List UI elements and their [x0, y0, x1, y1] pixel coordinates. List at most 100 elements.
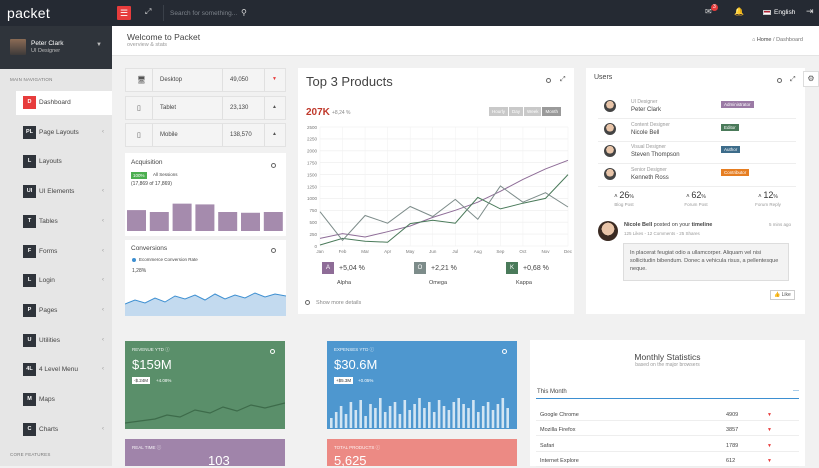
expenses-bar	[501, 398, 505, 428]
kpi-alpha: A +5,04 %	[322, 262, 365, 274]
user-role: UI Designer	[31, 48, 61, 54]
post-author[interactable]: Nicole Bell	[624, 222, 653, 228]
show-more-link[interactable]: Show more details	[316, 300, 362, 306]
panel-chip: +$5.3M	[334, 377, 354, 384]
panel-value: 5,625	[334, 453, 367, 468]
tab-week[interactable]: Week	[524, 107, 542, 116]
panel-label: EXPENSES YTD ⓘ	[334, 347, 375, 352]
mail-icon[interactable]: ✉	[705, 7, 712, 16]
nav-item-label: Charts	[39, 425, 59, 433]
divider	[264, 69, 265, 91]
post-action: posted on your	[653, 222, 691, 228]
expenses-bar	[339, 406, 343, 428]
nav-item-label: Tables	[39, 217, 58, 225]
sidebar-item-charts[interactable]: C Charts ‹	[16, 418, 112, 442]
user-row[interactable]: Senior Designer Kenneth Ross Contributor	[598, 165, 796, 187]
sidebar-item-tables[interactable]: T Tables ‹	[16, 210, 112, 234]
kpi-letter: A	[322, 262, 334, 274]
nav-item-label: Layouts	[39, 158, 62, 166]
expenses-bar	[472, 400, 475, 428]
tab-day[interactable]: Day	[509, 107, 524, 116]
expenses-bar	[423, 408, 426, 428]
collapse-icon[interactable]: —	[793, 388, 799, 394]
sidebar-item-maps[interactable]: M Maps	[16, 388, 112, 412]
bell-icon[interactable]: 🔔	[734, 7, 744, 16]
refresh-icon[interactable]	[546, 78, 551, 83]
search-icon[interactable]: ⚲	[241, 8, 247, 17]
refresh-icon[interactable]	[502, 349, 507, 354]
expand-icon[interactable]: ⤢	[560, 76, 566, 83]
refresh-icon[interactable]	[271, 248, 276, 253]
panel-value: $159M	[132, 357, 172, 372]
stat-unit: %	[701, 194, 706, 200]
conversions-card: Conversions Ecommerce Conversion Rate 1,…	[125, 240, 286, 316]
kpi-name: Alpha	[337, 280, 352, 286]
mail-count-badge: 3	[711, 4, 718, 11]
user-row[interactable]: UI Designer Peter Clark Administrator	[598, 97, 796, 119]
divider	[152, 69, 153, 91]
tab-hourly[interactable]: Hourly	[489, 107, 509, 116]
x-tick-label: Nov	[541, 249, 550, 254]
like-button[interactable]: 👍 Like	[770, 290, 795, 300]
expenses-bar	[354, 410, 358, 428]
sidebar-item-page-layouts[interactable]: PL Page Layouts ‹	[16, 121, 112, 145]
breadcrumb: ⌂ Home / Dashboard	[752, 37, 803, 43]
avatar	[604, 167, 616, 180]
post-target[interactable]: timeline	[691, 222, 713, 228]
divider	[264, 96, 265, 119]
refresh-icon[interactable]	[777, 78, 782, 83]
avatar	[10, 39, 26, 55]
sidebar-item-login[interactable]: L Login ‹	[16, 269, 112, 293]
language-selector[interactable]: English	[774, 9, 796, 16]
browser-name: Internet Explore	[540, 457, 579, 464]
search-input[interactable]	[170, 8, 238, 18]
x-tick-label: Jan	[316, 249, 324, 254]
gear-icon[interactable]: ⚙	[803, 71, 819, 87]
refresh-icon[interactable]	[270, 349, 275, 354]
mobile-icon: ▯	[137, 132, 141, 139]
kpi-name: Omega	[429, 280, 448, 286]
sidebar-item-utilities[interactable]: U Utilities ‹	[16, 329, 112, 353]
y-tick-label: 750	[309, 208, 317, 213]
user-row[interactable]: Content Designer Nicole Bell Editor	[598, 120, 796, 142]
breadcrumb-home[interactable]: Home	[756, 37, 772, 43]
tab-month[interactable]: Month	[542, 107, 561, 116]
app-logo[interactable]: packet	[7, 5, 51, 21]
user-row[interactable]: Visual Designer Steven Thompson Author	[598, 142, 796, 165]
user-name: Peter Clark	[631, 107, 662, 113]
role-badge: Contributor	[721, 168, 750, 176]
stat-label: Forum Reply	[755, 202, 781, 207]
device-row-desktop[interactable]: 🖥 Desktop 49,050 ▼	[125, 68, 286, 92]
acquisition-bar	[127, 210, 146, 231]
device-row-mobile[interactable]: ▯ Mobile 138,570 ▲	[125, 123, 286, 147]
expenses-bar	[379, 398, 382, 428]
sidebar-item-4-level-menu[interactable]: 4L 4 Level Menu ‹	[16, 358, 112, 382]
logout-icon[interactable]: ⇥	[806, 6, 814, 16]
expenses-bar	[506, 408, 509, 428]
kpi-kappa: K +0,68 %	[506, 262, 549, 274]
refresh-icon[interactable]	[271, 163, 276, 168]
fullscreen-icon[interactable]: ⤢	[145, 7, 152, 16]
expenses-bar	[349, 402, 353, 428]
products-value: 207K	[306, 107, 330, 118]
expand-icon[interactable]: ⤢	[790, 76, 796, 83]
menu-toggle-button[interactable]: ☰	[117, 6, 131, 20]
x-tick-label: Oct	[519, 249, 527, 254]
sidebar-item-pages[interactable]: P Pages ‹	[16, 299, 112, 323]
tab-this-month[interactable]: This Month	[537, 389, 567, 395]
avatar	[604, 145, 616, 158]
info-icon	[305, 300, 310, 305]
chevron-left-icon: ‹	[102, 188, 104, 195]
sidebar-item-dashboard[interactable]: D Dashboard	[16, 91, 112, 115]
divider	[222, 124, 223, 146]
y-tick-label: 1250	[307, 184, 318, 189]
sidebar-item-forms[interactable]: F Forms ‹	[16, 240, 112, 264]
user-panel[interactable]: Peter Clark UI Designer ▼	[0, 26, 112, 69]
device-value: 138,570	[230, 132, 252, 138]
browser-row: Safari 1789 ▼	[536, 440, 799, 452]
sidebar-item-ui-elements[interactable]: UI UI Elements ‹	[16, 180, 112, 204]
nav-header: MAIN NAVIGATION	[10, 77, 53, 82]
device-row-tablet[interactable]: ▯ Tablet 23,130 ▲	[125, 95, 286, 120]
chevron-down-icon[interactable]: ▼	[96, 42, 102, 48]
sidebar-item-layouts[interactable]: L Layouts	[16, 150, 112, 174]
